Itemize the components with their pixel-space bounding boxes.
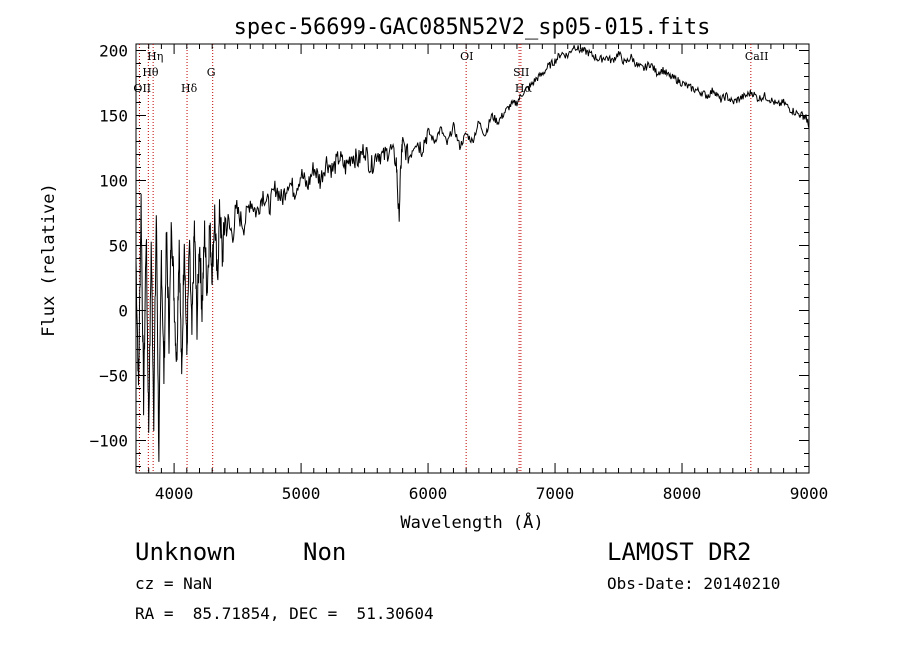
spectral-line-label-2: Hθ xyxy=(142,66,159,79)
y-tick-label: 200 xyxy=(99,42,128,61)
spectral-line-label-3: Hδ xyxy=(181,82,198,95)
spectrum-chart: spec-56699-GAC085N52V2_sp05-015.fits OII… xyxy=(39,15,828,533)
spectral-line-label-5: OI xyxy=(460,50,473,63)
spectral-line-label-8: CaII xyxy=(745,50,769,63)
x-tick-label: 5000 xyxy=(282,484,321,503)
survey-name: LAMOST DR2 xyxy=(607,538,752,566)
y-tick-label: 100 xyxy=(99,172,128,191)
spectral-line-label-6: SII xyxy=(513,66,529,79)
x-tick-label: 7000 xyxy=(536,484,575,503)
coordinates: RA = 85.71854, DEC = 51.30604 xyxy=(135,604,434,623)
redshift-cz: cz = NaN xyxy=(135,574,213,593)
x-axis-label: Wavelength (Å) xyxy=(400,511,543,533)
y-tick-label: 50 xyxy=(109,237,128,256)
y-tick-label: 150 xyxy=(99,107,128,126)
observation-date: Obs-Date: 20140210 xyxy=(607,574,781,593)
chart-title: spec-56699-GAC085N52V2_sp05-015.fits xyxy=(234,15,711,40)
object-subclass: Non xyxy=(303,538,347,566)
spectral-line-label-0: OII xyxy=(133,82,151,95)
plot-frame xyxy=(135,43,810,474)
y-axis-label: Flux (relative) xyxy=(39,183,59,337)
y-tick-label: −50 xyxy=(99,367,128,386)
spectrum-line xyxy=(135,45,810,462)
y-tick-label: 0 xyxy=(118,302,128,321)
x-tick-label: 4000 xyxy=(155,484,194,503)
spectral-line-label-1: Hη xyxy=(147,50,163,63)
x-tick-label: 6000 xyxy=(409,484,448,503)
x-tick-label: 9000 xyxy=(790,484,829,503)
x-tick-label: 8000 xyxy=(663,484,702,503)
spectral-line-label-7: Hα xyxy=(515,82,533,95)
spectral-line-label-4: G xyxy=(207,66,216,79)
object-class: Unknown xyxy=(135,538,237,566)
y-tick-label: −100 xyxy=(89,432,128,451)
plot-area: OII Hη Hθ Hδ G OI SII Hα CaII 4000 5000 6000 7000 800… xyxy=(89,42,828,504)
